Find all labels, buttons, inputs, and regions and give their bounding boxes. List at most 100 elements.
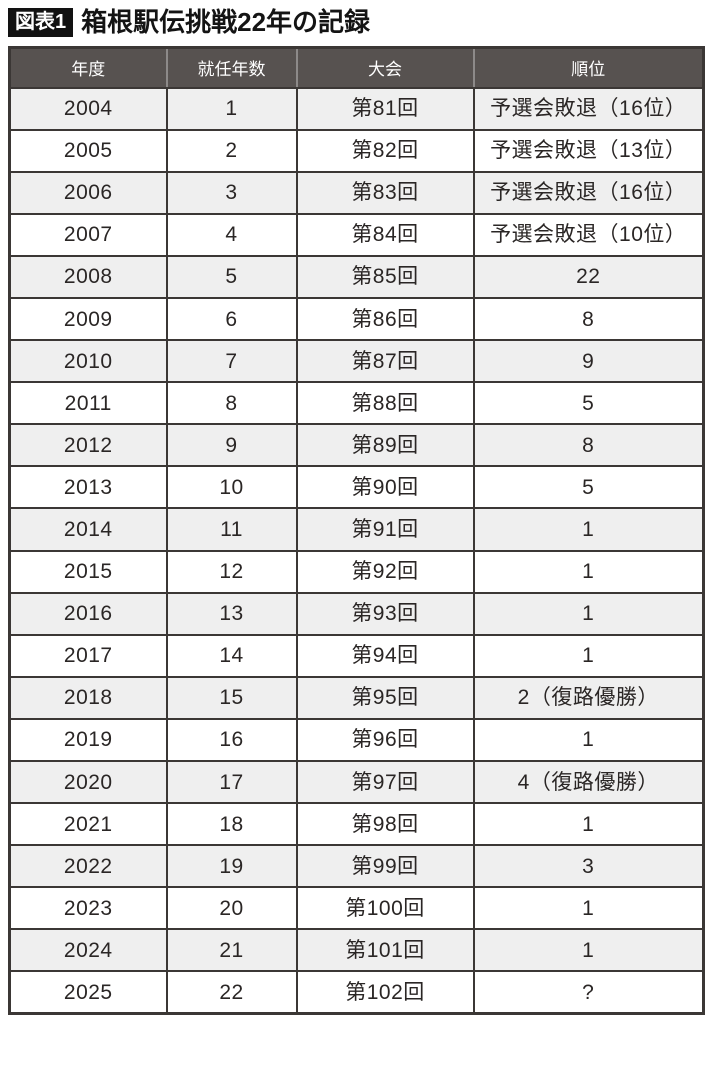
table-row: 2024 21 第101回 1 (8, 928, 705, 973)
table-row: 2022 19 第99回 3 (8, 844, 705, 889)
table-cell: 12 (165, 549, 298, 594)
table-cell: 2025 (8, 970, 168, 1015)
table-cell: 9 (165, 423, 298, 468)
table-cell: 18 (165, 802, 298, 847)
record-table: 年度 就任年数 大会 順位 2004 1 第81回 予選会敗退（16位） 2005 2 第82回予… (8, 46, 705, 1016)
table-cell: 2018 (8, 675, 168, 720)
table-cell: 第94回 (295, 633, 475, 678)
table-cell: 1 (472, 507, 705, 552)
table-cell: 第88回 (295, 381, 475, 426)
table-cell: 15 (165, 675, 298, 720)
table-cell: 第84回 (295, 212, 475, 257)
table-cell: 14 (165, 633, 298, 678)
table-cell: 2004 (8, 86, 168, 131)
table-cell: 2008 (8, 254, 168, 299)
table-cell: 2015 (8, 549, 168, 594)
table-cell: 11 (165, 507, 298, 552)
table-cell: 16 (165, 717, 298, 763)
table-cell: 3 (472, 844, 705, 889)
table-cell: 20 (165, 886, 298, 931)
table-cell: 第95回 (295, 675, 475, 720)
table-cell: 2021 (8, 802, 168, 847)
table-cell: 第81回 (295, 86, 475, 131)
table-cell: 第98回 (295, 802, 475, 847)
table-cell: 第99回 (295, 844, 475, 889)
table-cell: 2014 (8, 507, 168, 552)
table-cell: 予選会敗退（13位） (472, 128, 705, 173)
table-cell: 8 (165, 381, 298, 426)
table-cell: 第100回 (295, 886, 475, 931)
table-cell: 予選会敗退（16位） (472, 170, 705, 215)
table-cell: 17 (165, 759, 298, 805)
table-cell: 予選会敗退（10位） (472, 212, 705, 257)
table-cell: 1 (472, 633, 705, 678)
table-cell: 第91回 (295, 507, 475, 552)
table-cell: 2（復路優勝） (472, 675, 705, 720)
table-row: 2017 14 第94回 1 (8, 633, 705, 678)
table-cell: 2022 (8, 844, 168, 889)
table-row: 2010 7 第87回 9 (8, 339, 705, 384)
table-cell: 第92回 (295, 549, 475, 594)
table-cell: 7 (165, 339, 298, 384)
table-row: 2018 15 第95回 2（復路優勝） (8, 675, 705, 720)
table-row: 2005 2 第82回 予選会敗退（13位） (8, 128, 705, 173)
table-cell: 21 (165, 928, 298, 973)
table-cell: 第101回 (295, 928, 475, 973)
table-row: 2012 9 第89回 8 (8, 423, 705, 468)
table-cell: 2009 (8, 296, 168, 342)
table-cell: 1 (472, 591, 705, 636)
table-cell: 1 (472, 717, 705, 763)
table-cell: 2010 (8, 339, 168, 384)
table-cell: 4 (165, 212, 298, 257)
table-cell: 2006 (8, 170, 168, 215)
column-header-3: 順位 (472, 47, 704, 89)
table-cell: 第86回 (295, 296, 475, 342)
table-cell: 2016 (8, 591, 168, 636)
column-header-2: 大会 (295, 47, 474, 89)
table-cell: 第96回 (295, 717, 475, 763)
table-cell: 第93回 (295, 591, 475, 636)
table-row: 2016 13 第93回 1 (8, 591, 705, 636)
figure-page: 図表1 箱根駅伝挑戦22年の記録 年度 就任年数 大会 順位 2004 1 第81回 予選会… (8, 5, 705, 1016)
table-cell: 第82回 (295, 128, 475, 173)
table-row: 2025 22 第102回? (8, 970, 705, 1015)
table-row: 2009 6 第86回 8 (8, 296, 705, 342)
table-cell: 5 (472, 465, 705, 510)
table-cell: 第87回 (295, 339, 475, 384)
table-cell: 2024 (8, 928, 168, 973)
table-cell: 2023 (8, 886, 168, 931)
column-header-0: 年度 (9, 47, 167, 89)
table-cell: 2019 (8, 717, 168, 763)
table-row: 2020 17 第97回 4（復路優勝） (8, 759, 705, 805)
table-cell: 第102回 (295, 970, 475, 1015)
table-cell: 2 (165, 128, 298, 173)
table-cell: 1 (472, 549, 705, 594)
table-row: 2015 12 第92回 1 (8, 549, 705, 594)
table-row: 2019 16 第96回 1 (8, 717, 705, 763)
table-cell: 22 (472, 254, 705, 299)
table-cell: 1 (165, 86, 298, 131)
page-title: 箱根駅伝挑戦22年の記録 (81, 6, 371, 37)
table-row: 2014 11 第91回 1 (8, 507, 705, 552)
table-cell: 5 (165, 254, 298, 299)
table-cell: 8 (472, 423, 705, 468)
column-header-1: 就任年数 (165, 47, 297, 89)
table-cell: 8 (472, 296, 705, 342)
table-row: 2023 20 第100回 1 (8, 886, 705, 931)
table-row: 2013 10 第90回 5 (8, 465, 705, 510)
table-cell: 2011 (8, 381, 168, 426)
figure-label-badge: 図表1 (8, 7, 74, 37)
table-cell: 1 (472, 886, 705, 931)
table-cell: 13 (165, 591, 298, 636)
table-cell: 第90回 (295, 465, 475, 510)
table-row: 2011 8 第88回 5 (8, 381, 705, 426)
figure-title-row: 図表1 箱根駅伝挑戦22年の記録 (8, 5, 702, 39)
table-row: 2021 18 第98回 1 (8, 802, 705, 847)
table-cell: 19 (165, 844, 298, 889)
table-cell: 第83回 (295, 170, 475, 215)
table-row: 2008 5 第85回 22 (8, 254, 705, 299)
table-cell: 第97回 (295, 759, 475, 805)
table-row: 2007 4 第84回 予選会敗退（10位） (8, 212, 705, 257)
table-cell: 4（復路優勝） (472, 759, 705, 805)
table-header-row: 年度 就任年数 大会 順位 (9, 47, 704, 89)
